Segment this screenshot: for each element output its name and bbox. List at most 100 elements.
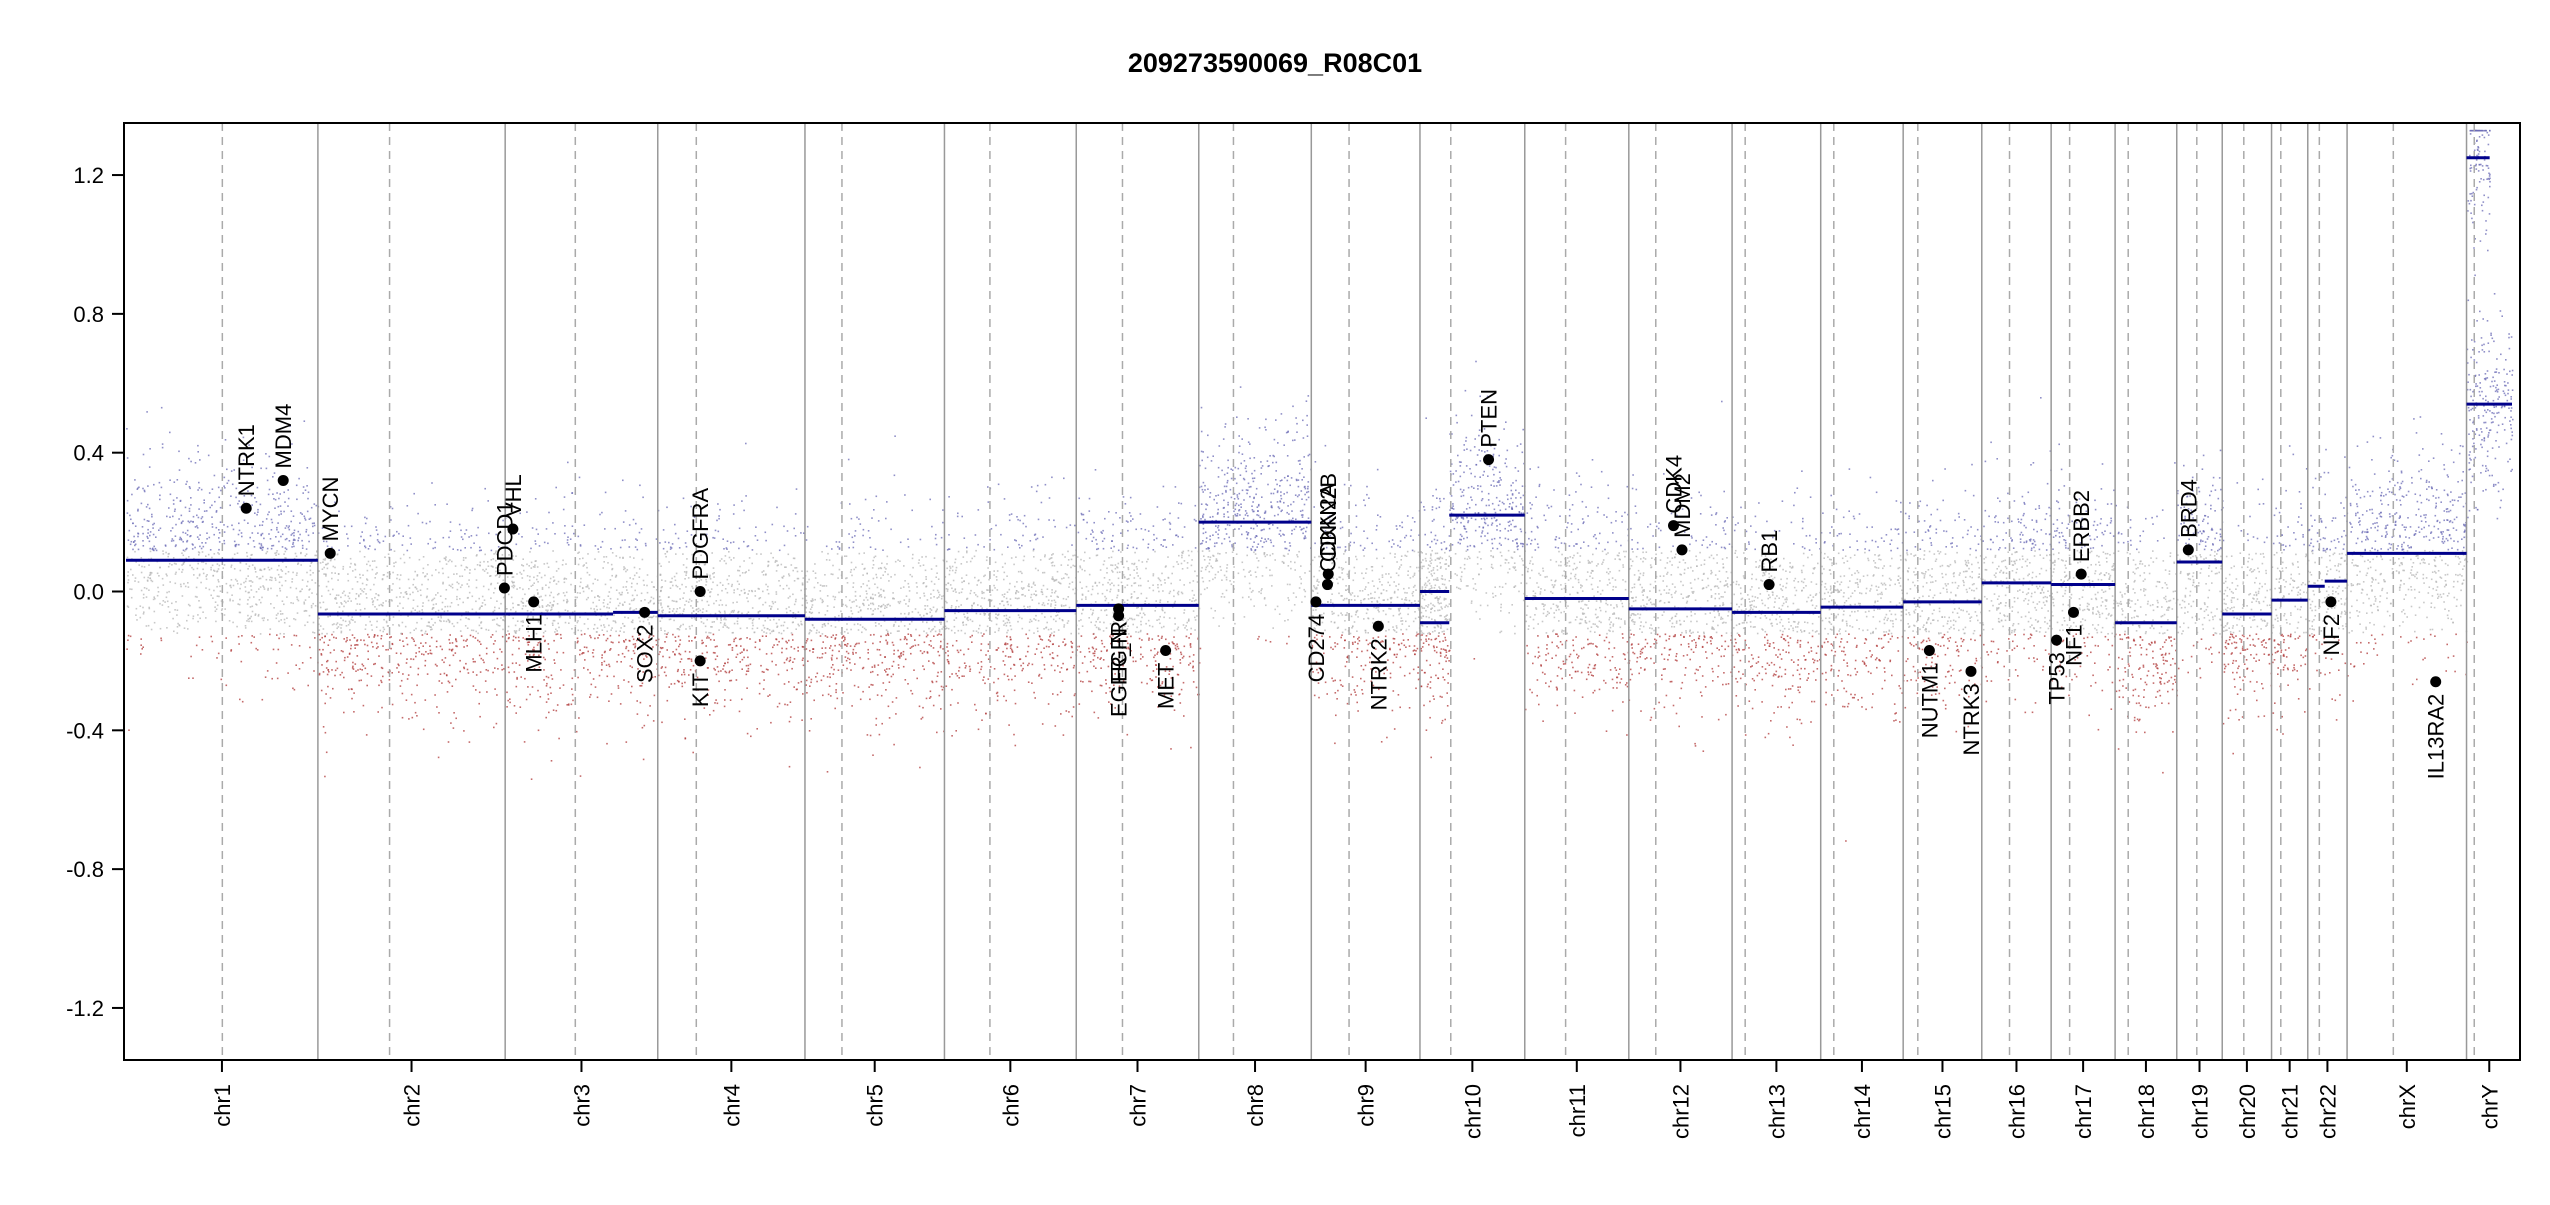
- probe-point: [175, 523, 177, 526]
- probe-point: [1063, 605, 1065, 607]
- probe-point: [583, 633, 586, 635]
- probe-point: [527, 641, 530, 643]
- probe-point: [459, 630, 462, 632]
- probe-point: [270, 529, 273, 531]
- probe-point: [145, 625, 148, 627]
- probe-point: [956, 515, 959, 518]
- probe-point: [142, 613, 145, 615]
- probe-point: [134, 544, 136, 547]
- probe-point: [146, 520, 149, 522]
- probe-point: [153, 596, 155, 598]
- probe-point: [446, 610, 449, 612]
- probe-point: [842, 635, 845, 637]
- probe-point: [574, 620, 577, 622]
- probe-point: [658, 595, 661, 598]
- probe-point: [819, 657, 821, 659]
- probe-point: [723, 622, 726, 625]
- probe-point: [963, 613, 965, 616]
- probe-point: [747, 611, 750, 613]
- probe-point: [631, 685, 633, 688]
- probe-point: [711, 552, 713, 554]
- probe-point: [628, 639, 631, 642]
- probe-point: [1034, 653, 1036, 655]
- probe-point: [589, 634, 591, 637]
- probe-point: [677, 537, 680, 540]
- probe-point: [555, 570, 558, 572]
- probe-point: [882, 549, 884, 551]
- probe-point: [869, 734, 872, 737]
- probe-point: [297, 530, 300, 533]
- probe-point: [515, 610, 517, 613]
- probe-point: [1127, 544, 1129, 547]
- probe-point: [577, 676, 579, 679]
- probe-point: [376, 572, 378, 574]
- probe-point: [611, 574, 613, 577]
- probe-point: [326, 659, 329, 662]
- probe-point: [199, 459, 201, 461]
- probe-point: [1051, 589, 1053, 591]
- probe-point: [522, 565, 525, 567]
- probe-point: [247, 575, 249, 577]
- probe-point: [1093, 521, 1095, 524]
- probe-point: [729, 679, 731, 682]
- probe-point: [838, 568, 841, 571]
- probe-point: [680, 624, 682, 627]
- probe-point: [410, 693, 413, 696]
- probe-point: [1126, 628, 1129, 630]
- probe-point: [161, 443, 164, 445]
- probe-point: [709, 714, 711, 716]
- probe-point: [748, 590, 750, 592]
- probe-point: [709, 638, 712, 641]
- probe-point: [650, 596, 653, 599]
- probe-point: [538, 572, 541, 574]
- probe-point: [612, 620, 615, 622]
- probe-point: [796, 570, 799, 573]
- probe-point: [759, 640, 761, 642]
- probe-point: [747, 600, 749, 603]
- probe-point: [220, 489, 222, 492]
- probe-point: [416, 621, 418, 624]
- probe-point: [987, 678, 990, 680]
- probe-point: [983, 591, 985, 594]
- probe-point: [168, 562, 171, 565]
- probe-point: [814, 577, 817, 579]
- probe-point: [174, 582, 177, 585]
- probe-point: [300, 590, 302, 593]
- probe-point: [715, 600, 718, 602]
- probe-point: [946, 642, 949, 645]
- probe-point: [246, 603, 249, 605]
- probe-point: [939, 646, 942, 649]
- probe-point: [811, 604, 814, 606]
- probe-point: [994, 561, 997, 564]
- probe-point: [198, 574, 201, 577]
- probe-point: [398, 587, 401, 589]
- probe-point: [704, 563, 707, 565]
- probe-point: [570, 703, 573, 706]
- probe-point: [758, 648, 761, 651]
- probe-point: [539, 641, 541, 643]
- probe-point: [1034, 567, 1037, 570]
- probe-point: [716, 702, 719, 705]
- probe-point: [393, 534, 395, 537]
- probe-point: [487, 669, 489, 672]
- probe-point: [1072, 554, 1074, 557]
- probe-point: [579, 585, 581, 588]
- probe-point: [883, 620, 886, 622]
- probe-point: [749, 638, 751, 640]
- probe-point: [947, 650, 949, 652]
- probe-point: [424, 575, 427, 577]
- probe-point: [566, 601, 568, 604]
- probe-point: [235, 496, 237, 499]
- probe-point: [485, 652, 488, 655]
- probe-point: [690, 590, 692, 592]
- probe-point: [1104, 609, 1106, 612]
- probe-point: [218, 529, 220, 531]
- probe-point: [301, 513, 303, 515]
- probe-point: [1053, 519, 1055, 522]
- probe-point: [588, 587, 590, 590]
- probe-point: [822, 675, 825, 677]
- probe-point: [380, 681, 383, 684]
- probe-point: [156, 594, 159, 597]
- probe-point: [1127, 529, 1129, 532]
- probe-point: [1030, 596, 1032, 599]
